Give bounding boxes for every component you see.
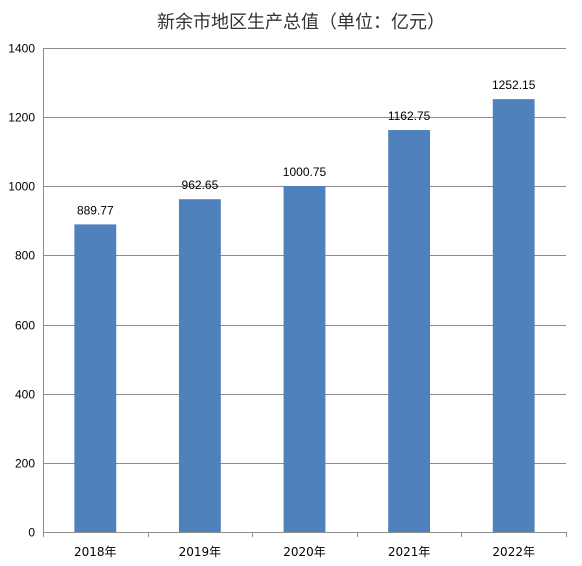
y-tick-label: 0 [28, 526, 35, 540]
x-tick-label: 2022年 [492, 545, 535, 559]
x-axis-ticks: 2018年 2019年 2020年 2021年 2022年 [74, 545, 535, 559]
x-tick-label: 2018年 [74, 545, 117, 559]
y-tick-label: 1200 [8, 111, 35, 125]
bar [492, 99, 535, 532]
bar [388, 130, 431, 532]
chart-title: 新余市地区生产总值（单位：亿元） [157, 12, 445, 33]
data-label: 1162.75 [388, 109, 431, 123]
x-tick-label: 2020年 [283, 545, 326, 559]
y-tick-label: 400 [15, 388, 35, 402]
data-label: 962.65 [182, 178, 219, 192]
bar [74, 224, 117, 532]
x-tick-label: 2019年 [179, 545, 222, 559]
bar [283, 186, 326, 532]
y-tick-label: 800 [15, 249, 35, 263]
y-tick-label: 600 [15, 319, 35, 333]
y-axis-ticks: 0 200 400 600 800 1000 1200 1400 [8, 42, 35, 540]
bars [74, 99, 535, 533]
data-label: 1000.75 [283, 165, 327, 179]
y-tick-label: 200 [15, 457, 35, 471]
data-label: 1252.15 [492, 78, 536, 92]
y-tick-label: 1400 [8, 42, 35, 56]
x-tick-label: 2021年 [388, 545, 431, 559]
y-tick-label: 1000 [8, 180, 35, 194]
data-labels: 889.77 962.65 1000.75 1162.75 1252.15 [77, 78, 536, 217]
bar [178, 199, 221, 533]
axes [43, 48, 567, 537]
data-label: 889.77 [77, 203, 114, 217]
